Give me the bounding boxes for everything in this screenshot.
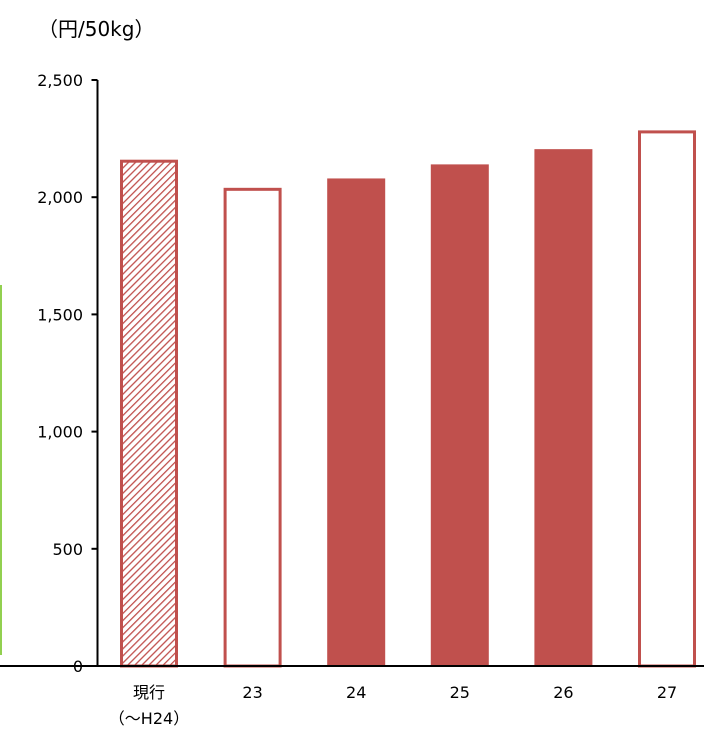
bar-25: [430, 164, 489, 666]
x-tick-sublabel: （～H24）: [109, 709, 189, 728]
x-tick-label: 23: [242, 683, 262, 702]
y-tick-label: 1,000: [37, 423, 83, 442]
bar-現行: [120, 159, 178, 668]
y-tick-label: 2,500: [37, 71, 83, 90]
bar-26: [534, 149, 593, 666]
bar-24: [327, 178, 386, 666]
x-tick-label: 24: [346, 683, 366, 702]
bar-27: [638, 130, 696, 668]
x-axis-labels: 現行 （～H24） 23 24 25 26 27: [109, 683, 677, 728]
bar-23: [223, 187, 282, 668]
x-tick-label: 現行: [133, 683, 165, 702]
y-tick-label: 1,500: [37, 305, 83, 324]
y-tick-label: 2,000: [37, 188, 83, 207]
x-tick-label: 27: [657, 683, 677, 702]
x-tick-label: 25: [450, 683, 470, 702]
unit-label: （円/50kg）: [38, 17, 154, 41]
bars: [120, 130, 696, 668]
y-tick-label: 500: [52, 540, 83, 559]
x-tick-label: 26: [553, 683, 573, 702]
